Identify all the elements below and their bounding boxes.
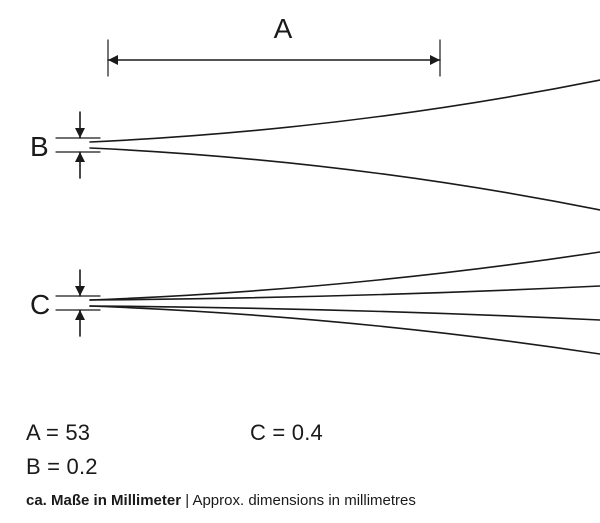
caption-bold: ca. Maße in Millimeter: [26, 492, 181, 509]
dim-a-label: A: [274, 13, 293, 44]
caption: ca. Maße in Millimeter | Approx. dimensi…: [26, 492, 416, 509]
legend-b: B = 0.2: [26, 454, 98, 480]
legend-c: C = 0.4: [250, 420, 323, 446]
dim-c-label: C: [30, 289, 50, 320]
legend-a: A = 53: [26, 420, 90, 446]
caption-light: Approx. dimensions in millimetres: [192, 492, 415, 509]
dim-b-label: B: [30, 131, 49, 162]
caption-sep: |: [181, 492, 192, 509]
